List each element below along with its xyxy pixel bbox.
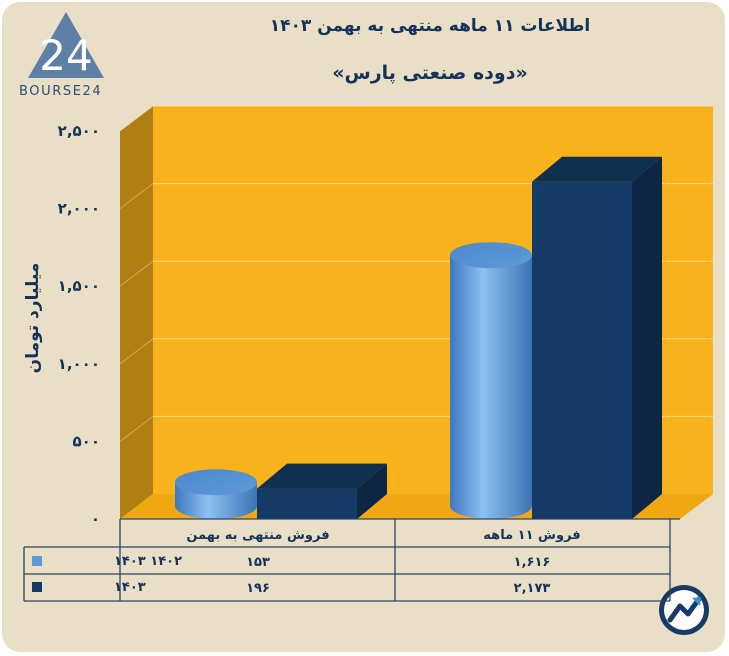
logo-mark: 24 bbox=[39, 31, 92, 80]
box-front bbox=[532, 181, 632, 519]
trend-arrow-icon bbox=[659, 585, 709, 635]
bar-box-2 bbox=[532, 156, 662, 519]
box-front bbox=[257, 488, 357, 519]
y-tick-label: ۲,۵۰۰ bbox=[58, 122, 100, 140]
box-side bbox=[357, 463, 387, 519]
legend-label: ۱۴۰۲ ۱۴۰۳ bbox=[114, 554, 182, 569]
y-tick-label: ۲,۰۰۰ bbox=[58, 200, 100, 218]
bar-box-1 bbox=[257, 463, 387, 519]
logo-triangle-icon bbox=[28, 12, 104, 78]
data-label: ۱,۶۱۶ bbox=[514, 555, 551, 570]
y-axis-label: میلیارد تومان bbox=[23, 263, 43, 374]
logo-text: BOURSE24 bbox=[19, 84, 103, 99]
gridline-side bbox=[119, 260, 154, 287]
chart-subtitle: «دوده صنعتی پارس» bbox=[332, 62, 528, 84]
gridline-side bbox=[119, 183, 154, 209]
gridline-side bbox=[119, 105, 154, 132]
legend-swatch bbox=[32, 556, 42, 566]
data-label: ۱۹۶ bbox=[246, 581, 270, 596]
legend-label: ۱۴۰۳ bbox=[114, 580, 146, 595]
box-top bbox=[257, 463, 387, 489]
y-tick-label: ۰ bbox=[91, 510, 100, 528]
y-tick-label: ۱,۵۰۰ bbox=[58, 277, 100, 295]
bourse24-logo: 24 bbox=[28, 12, 104, 80]
chart-title: اطلاعات ۱۱ ماهه منتهی به بهمن ۱۴۰۳ bbox=[269, 16, 591, 36]
plot-side-wall bbox=[120, 106, 153, 519]
bar-cylinder-2 bbox=[450, 242, 532, 519]
bar-cylinder-1 bbox=[175, 469, 257, 519]
gridline-side bbox=[119, 338, 154, 365]
y-tick-label: ۵۰۰ bbox=[73, 432, 100, 450]
y-tick-label: ۱,۰۰۰ bbox=[58, 355, 100, 373]
gridline-side bbox=[119, 416, 154, 442]
legend-swatch bbox=[32, 582, 42, 592]
data-label: ۲,۱۷۳ bbox=[514, 581, 551, 596]
category-label: فروش ۱۱ ماهه bbox=[483, 528, 580, 543]
cylinder-top bbox=[175, 469, 257, 496]
cylinder-top bbox=[450, 242, 532, 269]
category-label: فروش منتهی به بهمن bbox=[186, 528, 329, 543]
box-top bbox=[532, 156, 662, 182]
cylinder-body bbox=[450, 255, 532, 519]
box-side bbox=[632, 156, 662, 519]
data-label: ۱۵۳ bbox=[246, 555, 270, 570]
